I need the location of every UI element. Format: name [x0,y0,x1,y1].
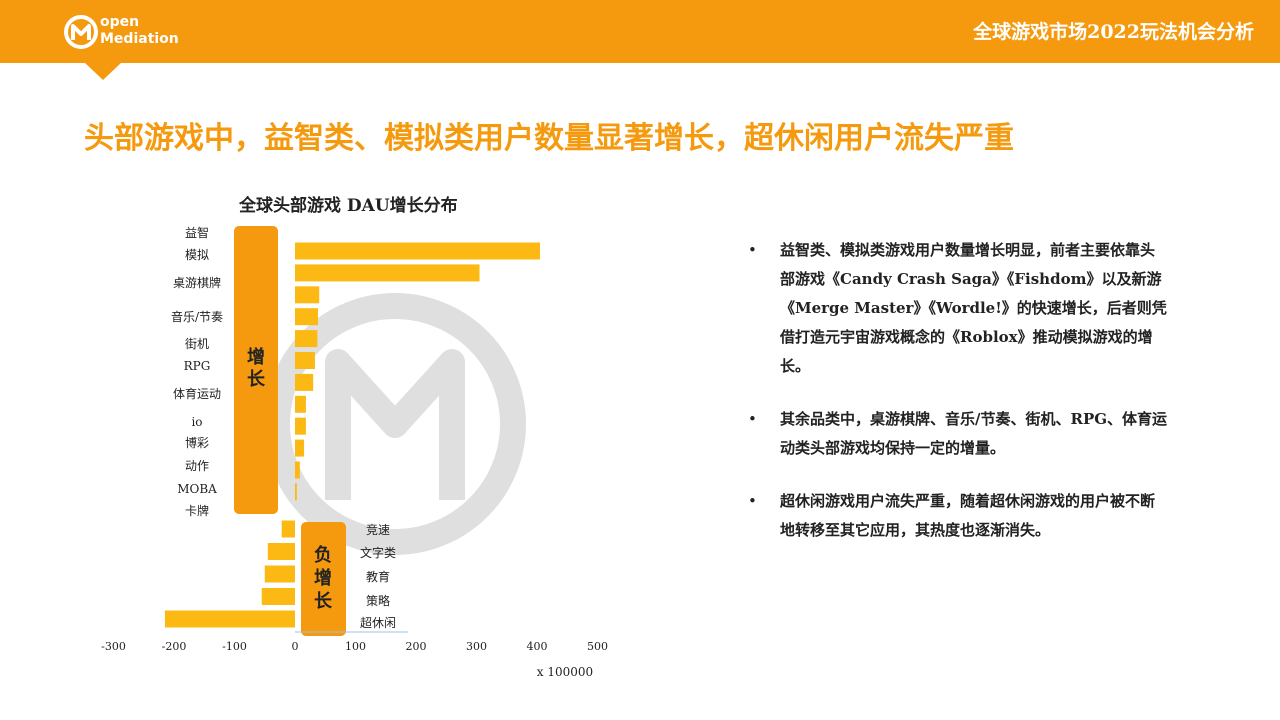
x-tick-label-2: -100 [222,640,247,653]
bar-5 [295,352,315,369]
x-tick-label-7: 400 [527,640,548,653]
negative-group-box [301,522,346,636]
bullet-marker: • [748,241,757,259]
x-axis-label: x 100000 [537,665,593,679]
x-tick-label-1: -200 [162,640,187,653]
logo-mark-icon [64,15,98,49]
header-title: 全球游戏市场2022玩法机会分析 [973,21,1254,43]
bullet-marker: • [748,410,757,428]
bar-2 [295,286,320,304]
x-tick-label-4: 100 [345,640,366,653]
category-label-0: 益智 [185,225,209,240]
header-notch [84,62,122,80]
bar-6 [295,373,314,391]
negative-group-label-char: 负 [314,544,332,566]
watermark-m-icon [325,349,465,500]
bar-4 [295,330,318,348]
category-label-1: 模拟 [185,248,209,262]
open-mediation-logo: open Mediation [62,13,192,53]
category-label-8: 博彩 [185,435,209,450]
bullet-text: 超休闲游戏用户流失严重，随着超休闲游戏的用户被不断地转移至其它应用，其热度也逐渐… [780,492,1156,539]
category-label-5: RPG [184,359,211,373]
category-label-15: 策略 [366,593,390,608]
bar-11 [295,483,297,501]
x-tick-label-3: 0 [292,640,299,653]
category-label-3: 音乐/节奏 [171,309,223,324]
bullet-list: • 益智类、模拟类游戏用户数量增长明显，前者主要依靠头部游戏《Candy Cras… [748,236,1168,569]
category-label-2: 桌游棋牌 [173,276,221,290]
category-label-11: 卡牌 [185,504,209,518]
bullet-item: • 益智类、模拟类游戏用户数量增长明显，前者主要依靠头部游戏《Candy Cras… [748,236,1168,381]
bar-8 [295,417,306,435]
x-tick-label-6: 300 [466,640,487,653]
bar-16 [164,610,295,628]
bar-15 [261,588,295,605]
bullet-item: • 超休闲游戏用户流失严重，随着超休闲游戏的用户被不断地转移至其它应用，其热度也逐… [748,487,1168,545]
slide-headline: 头部游戏中，益智类、模拟类用户数量显著增长，超休闲用户流失严重 [84,121,1014,156]
category-label-14: 教育 [366,569,390,584]
bullet-marker: • [748,492,757,510]
bar-9 [295,439,305,457]
logo-text-mediation: Mediation [100,31,179,47]
bar-7 [295,395,306,413]
x-tick-label-8: 500 [587,640,608,653]
category-label-9: 动作 [185,459,209,473]
negative-group-label-char: 长 [314,591,333,612]
category-label-6: 体育运动 [173,386,221,401]
bar-0 [295,242,541,260]
category-label-12: 竞速 [366,523,390,537]
bullet-text: 其余品类中，桌游棋牌、音乐/节奏、街机、RPG、体育运动类头部游戏均保持一定的增… [780,410,1168,457]
bar-12 [281,520,295,538]
bar-3 [295,308,318,326]
bar-1 [295,264,480,282]
chart-title: 全球头部游戏 DAU增长分布 [239,196,458,216]
bar-10 [295,461,300,479]
positive-group-box [234,226,278,514]
category-label-10: MOBA [177,482,217,496]
positive-group-label-char: 增 [247,346,265,368]
bar-13 [267,543,295,560]
category-label-4: 街机 [185,337,209,351]
x-tick-label-0: -300 [101,640,126,653]
category-label-7: io [191,415,202,429]
header-bar: open Mediation 全球游戏市场2022玩法机会分析 [0,0,1280,63]
category-label-16: 超休闲 [360,615,396,630]
positive-group-label-char: 长 [247,369,266,390]
x-tick-label-5: 200 [406,640,427,653]
logo-text-open: open [100,14,140,30]
negative-group-label-char: 增 [314,567,332,589]
bullet-item: • 其余品类中，桌游棋牌、音乐/节奏、街机、RPG、体育运动类头部游戏均保持一定的… [748,405,1168,463]
category-label-13: 文字类 [360,545,396,560]
bullet-text: 益智类、模拟类游戏用户数量增长明显，前者主要依靠头部游戏《Candy Crash… [780,241,1167,375]
bar-14 [264,565,295,583]
